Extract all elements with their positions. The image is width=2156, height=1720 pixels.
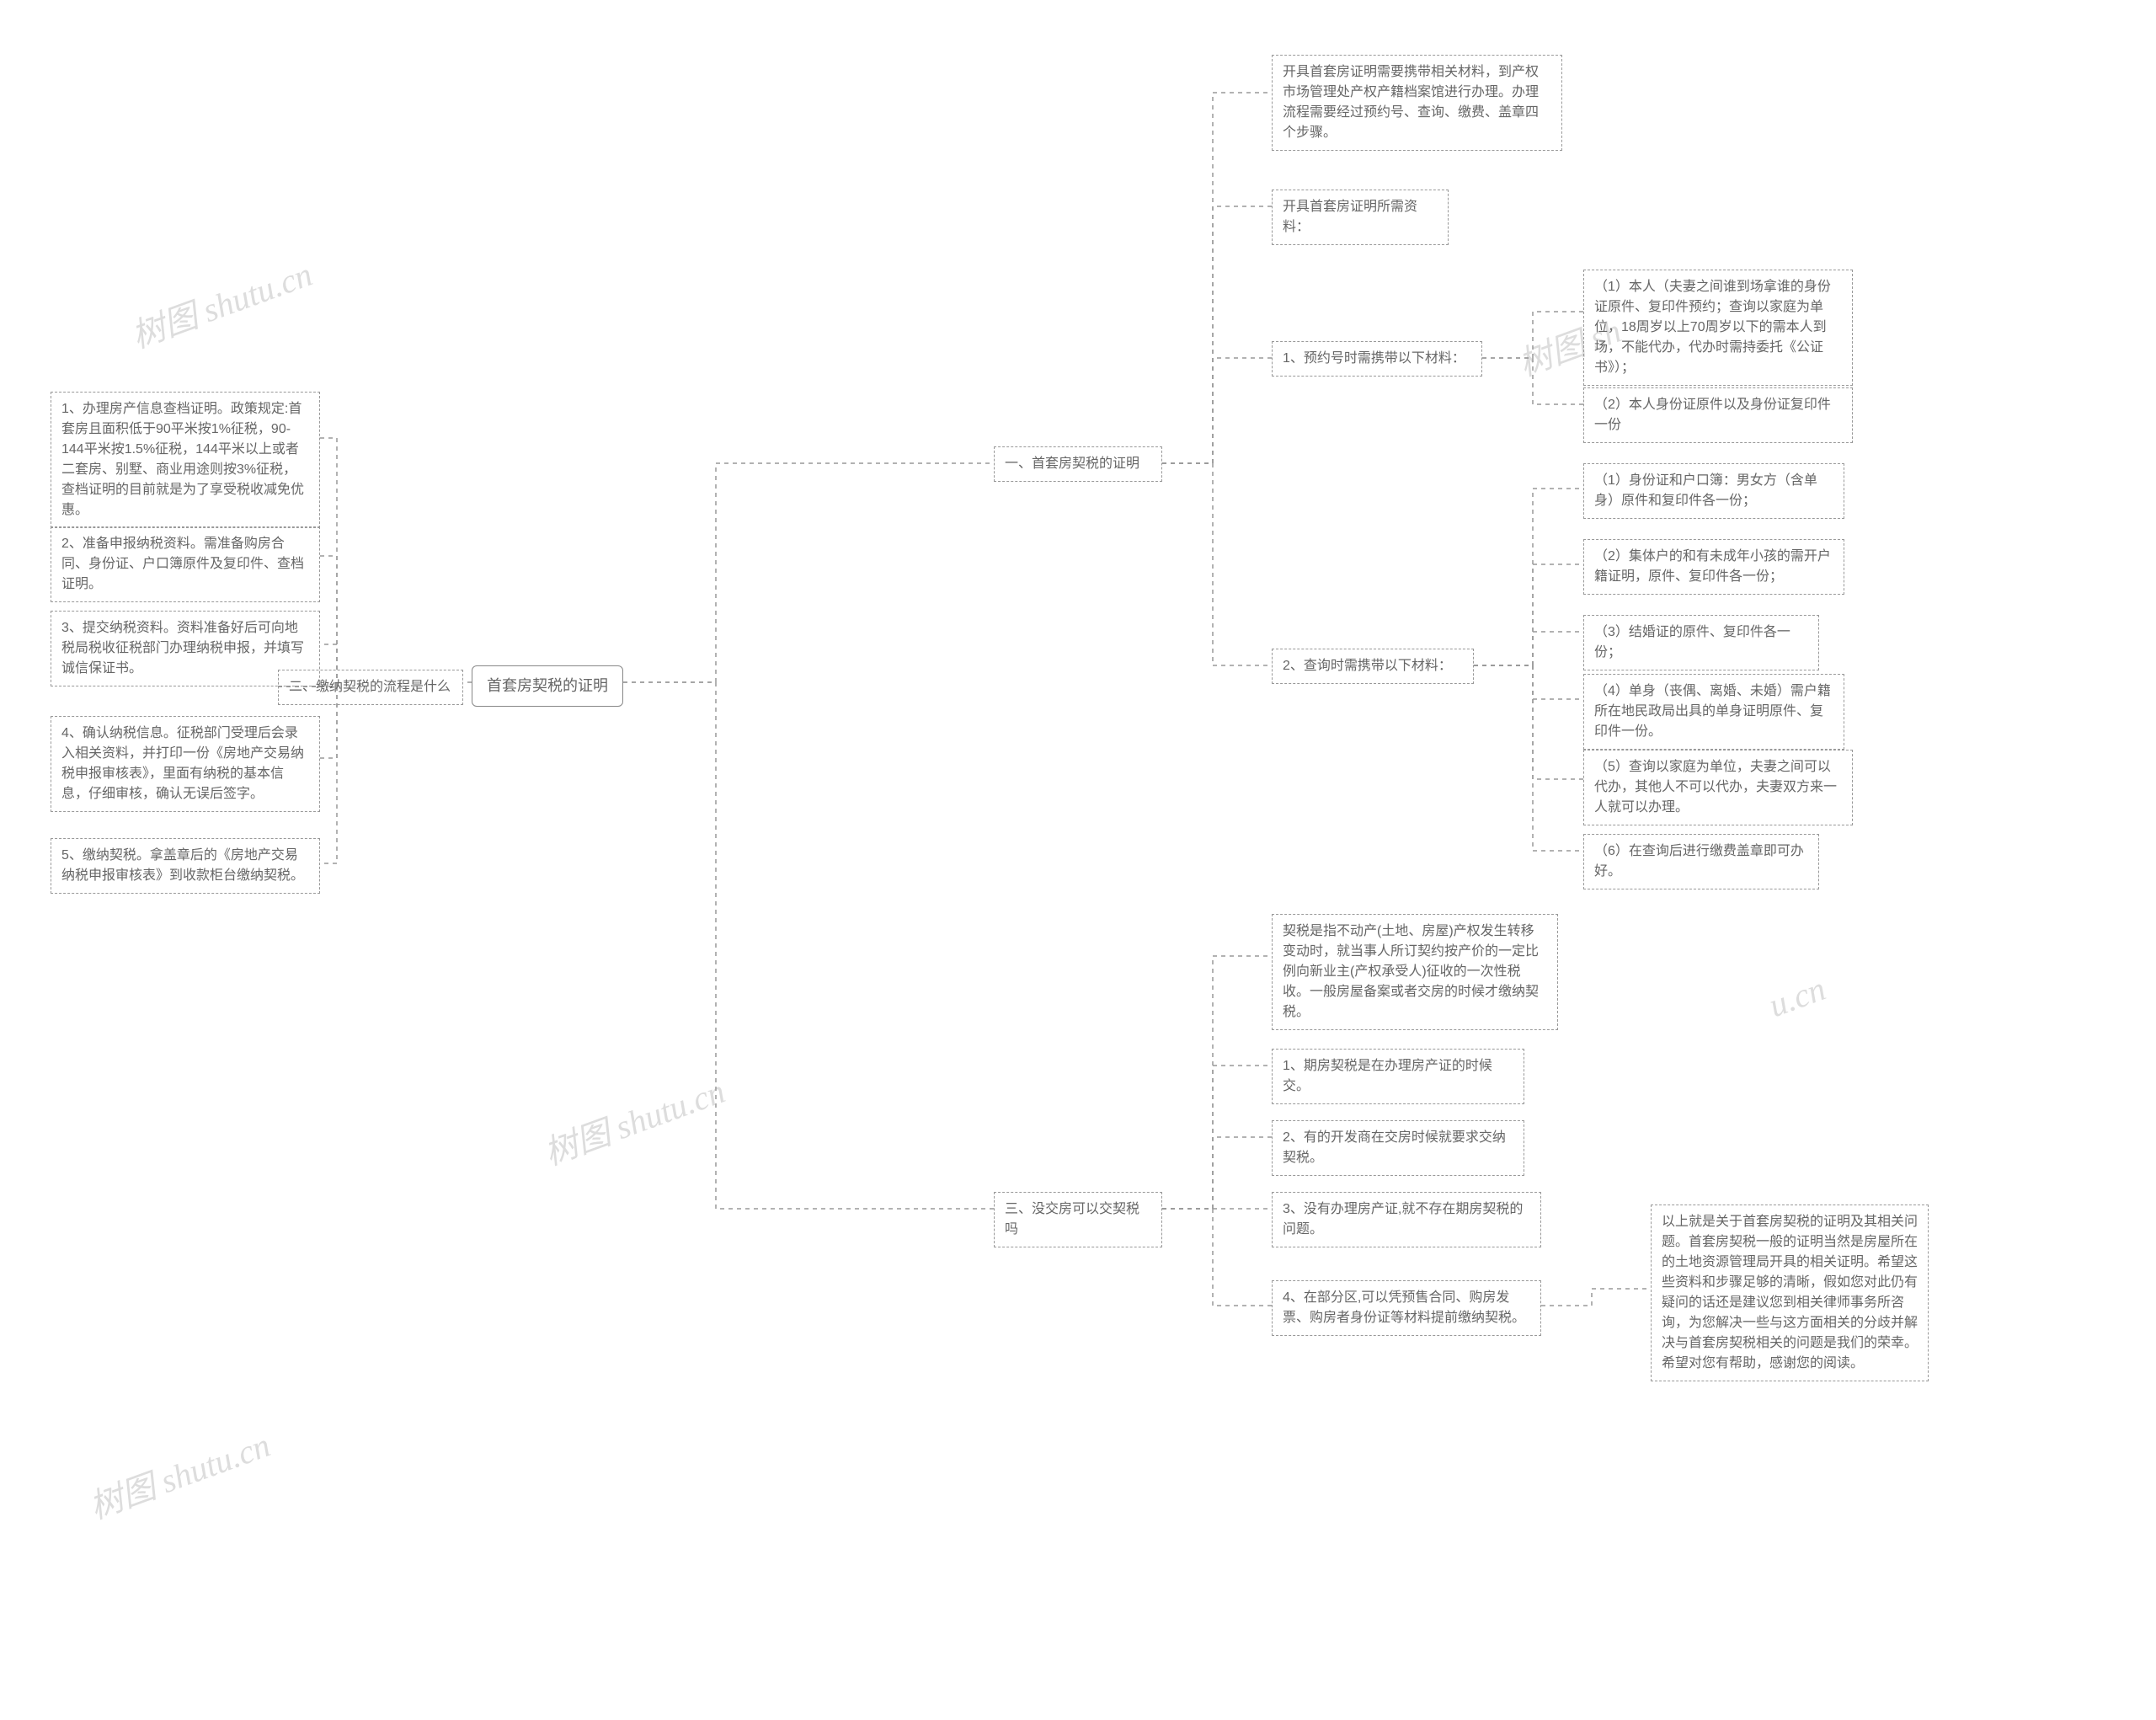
branch-1-c2-i6: （6）在查询后进行缴费盖章即可办好。 (1583, 834, 1819, 889)
branch-2-s5: 5、缴纳契税。拿盖章后的《房地产交易纳税申报审核表》到收款柜台缴纳契税。 (51, 838, 320, 894)
branch-3-conclusion: 以上就是关于首套房契税的证明及其相关问题。首套房契税一般的证明当然是房屋所在的土… (1651, 1205, 1929, 1381)
branch-1-c2-i2: （2）集体户的和有未成年小孩的需开户籍证明，原件、复印件各一份； (1583, 539, 1844, 595)
branch-3-s1: 1、期房契税是在办理房产证的时候交。 (1272, 1049, 1524, 1104)
branch-1-c1-label: 1、预约号时需携带以下材料： (1272, 341, 1482, 377)
watermark: u.cn (1764, 969, 1831, 1025)
branch-3-title: 三、没交房可以交契税吗 (994, 1192, 1162, 1247)
branch-1-c2-i4: （4）单身（丧偶、离婚、未婚）需户籍所在地民政局出具的单身证明原件、复印件一份。 (1583, 674, 1844, 750)
branch-2-s2: 2、准备申报纳税资料。需准备购房合同、身份证、户口簿原件及复印件、查档证明。 (51, 526, 320, 602)
branch-1-title: 一、首套房契税的证明 (994, 446, 1162, 482)
branch-3-intro: 契税是指不动产(土地、房屋)产权发生转移变动时，就当事人所订契约按产价的一定比例… (1272, 914, 1558, 1030)
branch-2-s4: 4、确认纳税信息。征税部门受理后会录入相关资料，并打印一份《房地产交易纳税申报审… (51, 716, 320, 812)
connector-lines (0, 0, 2156, 1720)
branch-1-intro: 开具首套房证明需要携带相关材料，到产权市场管理处产权产籍档案馆进行办理。办理流程… (1272, 55, 1562, 151)
branch-1-c1-i2: （2）本人身份证原件以及身份证复印件一份 (1583, 387, 1853, 443)
branch-3-s3: 3、没有办理房产证,就不存在期房契税的问题。 (1272, 1192, 1541, 1247)
branch-1-need: 开具首套房证明所需资料： (1272, 190, 1449, 245)
branch-1-c1-i1: （1）本人（夫妻之间谁到场拿谁的身份证原件、复印件预约；查询以家庭为单位，18周… (1583, 270, 1853, 386)
watermark: 树图 shutu.cn (124, 247, 318, 357)
branch-3-s2: 2、有的开发商在交房时候就要求交纳契税。 (1272, 1120, 1524, 1176)
watermark: 树图 shutu.cn (536, 1064, 731, 1174)
branch-1-c2-i1: （1）身份证和户口簿：男女方（含单身）原件和复印件各一份； (1583, 463, 1844, 519)
branch-3-s4: 4、在部分区,可以凭预售合同、购房发票、购房者身份证等材料提前缴纳契税。 (1272, 1280, 1541, 1336)
branch-1-c2-i3: （3）结婚证的原件、复印件各一份； (1583, 615, 1819, 670)
branch-2-s3: 3、提交纳税资料。资料准备好后可向地税局税收征税部门办理纳税申报，并填写诚信保证… (51, 611, 320, 686)
branch-1-c2-i5: （5）查询以家庭为单位，夫妻之间可以代办，其他人不可以代办，夫妻双方来一人就可以… (1583, 750, 1853, 825)
branch-2-s1: 1、办理房产信息查档证明。政策规定:首套房且面积低于90平米按1%征税，90-1… (51, 392, 320, 528)
watermark: 树图 shutu.cn (82, 1418, 276, 1528)
root-node: 首套房契税的证明 (472, 665, 623, 707)
branch-1-c2-label: 2、查询时需携带以下材料： (1272, 649, 1474, 684)
